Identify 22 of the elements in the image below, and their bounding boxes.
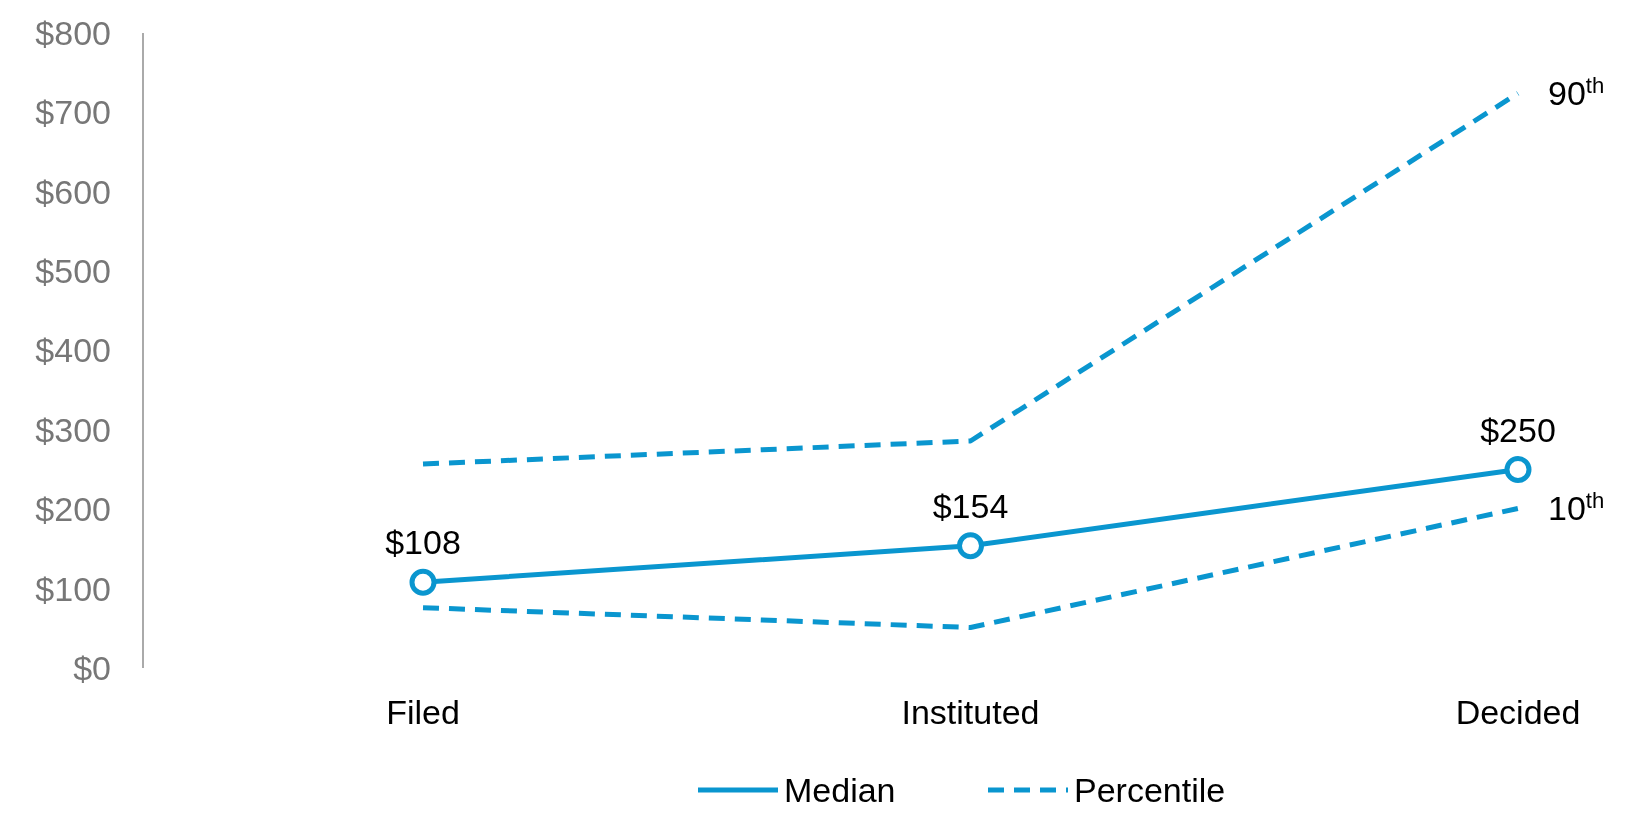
y-tick-label: $600 <box>35 172 111 211</box>
data-label: $108 <box>385 523 461 562</box>
y-tick-label: $100 <box>35 569 111 608</box>
y-tick-label: $700 <box>35 93 111 132</box>
point <box>957 532 984 560</box>
data-label: $250 <box>1480 410 1556 449</box>
y-tick-label: $200 <box>35 490 111 529</box>
annotation: 10$^{th}$ <box>1548 487 1605 528</box>
x-tick-label: Instituted <box>901 693 1040 731</box>
data-label: $154 <box>932 486 1009 525</box>
y-tick-label: $300 <box>35 410 111 449</box>
x-tick-label: Decided <box>1455 693 1581 731</box>
y-tick-label: $800 <box>35 13 111 52</box>
x-tick-label: Filed <box>386 693 460 731</box>
point <box>409 568 437 596</box>
y-tick-label: $400 <box>35 331 111 370</box>
legend-label: Percentile <box>1074 770 1226 809</box>
annotation: 90$^{th}$ <box>1548 72 1605 113</box>
legend-label: Median <box>784 770 896 809</box>
y-tick-label: $500 <box>35 252 111 291</box>
point <box>1504 456 1532 484</box>
y-tick-label: $0 <box>73 648 111 687</box>
